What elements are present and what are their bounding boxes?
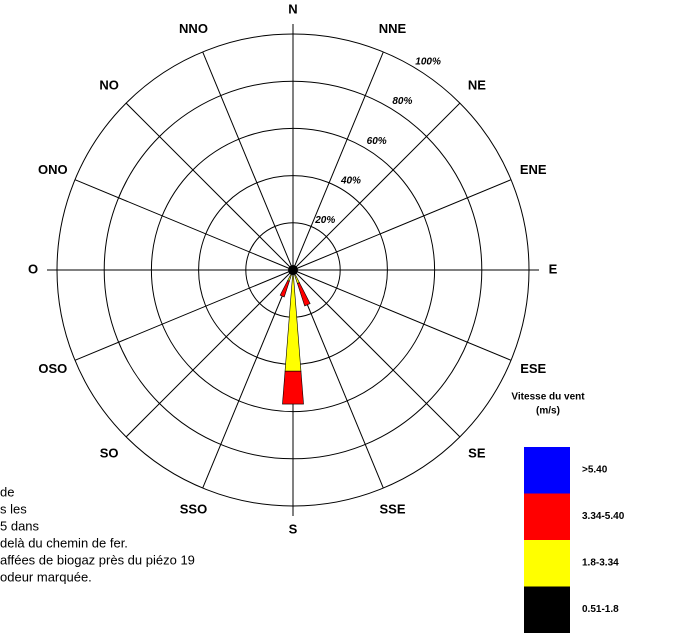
direction-label: NNE bbox=[379, 21, 407, 36]
direction-label: OSO bbox=[38, 361, 67, 376]
spoke bbox=[292, 269, 512, 361]
direction-label: N bbox=[288, 1, 297, 16]
spoke bbox=[292, 51, 384, 271]
note: delà du chemin de fer. bbox=[0, 535, 128, 550]
direction-label: NE bbox=[468, 78, 486, 93]
legend-title: Vitesse du vent bbox=[511, 392, 585, 403]
spoke bbox=[125, 269, 294, 438]
r-tick-label: 80% bbox=[392, 96, 412, 107]
direction-label: ESE bbox=[520, 361, 546, 376]
wedge bbox=[282, 370, 304, 405]
direction-label: NNO bbox=[179, 21, 208, 36]
center-dot bbox=[288, 265, 298, 275]
direction-label: S bbox=[289, 521, 298, 536]
spoke bbox=[125, 102, 294, 271]
spoke bbox=[292, 102, 461, 271]
spoke bbox=[202, 51, 294, 271]
legend-swatch bbox=[524, 493, 570, 540]
direction-label: ENE bbox=[520, 162, 547, 177]
r-tick-label: 40% bbox=[340, 175, 361, 186]
direction-label: SSE bbox=[379, 502, 405, 517]
spoke bbox=[202, 269, 294, 489]
spoke bbox=[292, 269, 461, 438]
spoke bbox=[74, 269, 294, 361]
spoke bbox=[292, 179, 512, 271]
legend-swatch bbox=[524, 447, 570, 494]
direction-label: E bbox=[549, 261, 558, 276]
note: 5 dans bbox=[0, 518, 40, 533]
wedge bbox=[297, 282, 311, 307]
legend-swatch bbox=[524, 586, 570, 633]
note: affées de biogaz près du piézo 19 bbox=[0, 552, 195, 567]
note: odeur marquée. bbox=[0, 569, 92, 584]
direction-label: SE bbox=[468, 445, 486, 460]
note: s les bbox=[0, 501, 27, 516]
direction-label: O bbox=[28, 261, 38, 276]
wedge bbox=[284, 274, 302, 372]
legend-label: 0.51-1.8 bbox=[582, 604, 619, 615]
direction-label: SO bbox=[100, 445, 119, 460]
wedge bbox=[279, 280, 290, 298]
spoke bbox=[292, 269, 384, 489]
legend-label: 1.8-3.34 bbox=[582, 558, 619, 569]
r-tick-label: 60% bbox=[367, 136, 387, 147]
legend-label: 3.34-5.40 bbox=[582, 511, 625, 522]
legend-label: >5.40 bbox=[582, 465, 608, 476]
direction-label: SSO bbox=[180, 502, 207, 517]
legend-title: (m/s) bbox=[536, 406, 560, 417]
r-tick-label: 20% bbox=[314, 215, 335, 226]
direction-label: ONO bbox=[38, 162, 68, 177]
note: de bbox=[0, 484, 14, 499]
legend-swatch bbox=[524, 540, 570, 587]
spoke bbox=[74, 179, 294, 271]
direction-label: NO bbox=[99, 78, 119, 93]
r-tick-label: 100% bbox=[415, 57, 441, 68]
